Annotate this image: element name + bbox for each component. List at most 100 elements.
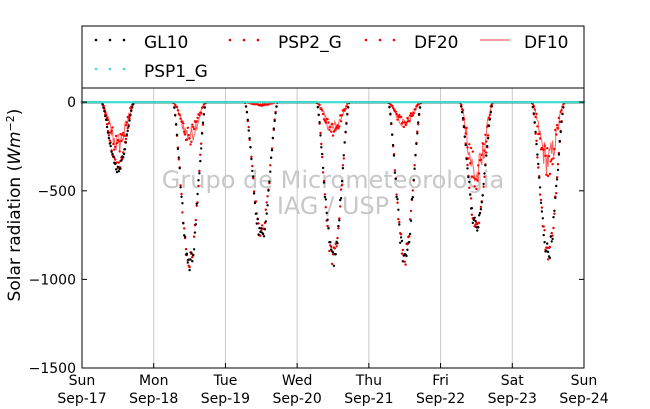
point-df20-117 <box>185 138 189 141</box>
point-gl10-519 <box>546 242 549 245</box>
point-df20-110 <box>179 117 182 120</box>
point-gl10-350 <box>394 177 397 180</box>
x-tick-date-0: Sep-17 <box>57 391 106 407</box>
point-gl10-33 <box>110 150 113 153</box>
point-gl10-112 <box>181 202 184 205</box>
legend-entry-df20: DF20 <box>364 33 459 53</box>
point-df20-350 <box>394 110 397 114</box>
point-psp2-g-529 <box>555 192 558 195</box>
point-gl10-113 <box>182 221 185 225</box>
point-gl10-537 <box>562 106 565 109</box>
point-df20-286 <box>337 127 340 130</box>
point-psp2-g-123 <box>191 255 194 259</box>
point-gl10-509 <box>537 162 540 166</box>
point-gl10-529 <box>555 184 558 188</box>
point-gl10-41 <box>117 170 121 173</box>
point-psp2-g-349 <box>393 169 397 172</box>
point-gl10-362 <box>405 254 408 258</box>
point-psp2-g-285 <box>336 236 339 240</box>
point-psp2-g-108 <box>177 158 180 161</box>
point-df20-435 <box>470 175 474 178</box>
point-gl10-119 <box>187 258 190 261</box>
point-df20-124 <box>192 125 195 129</box>
point-gl10-505 <box>533 121 536 124</box>
point-gl10-196 <box>256 217 259 221</box>
point-gl10-263 <box>316 105 319 109</box>
point-gl10-442 <box>477 225 480 229</box>
point-psp2-g-530 <box>555 176 559 179</box>
point-gl10-187 <box>248 137 251 140</box>
point-gl10-208 <box>267 189 270 192</box>
point-df20-35 <box>112 142 115 146</box>
point-gl10-522 <box>548 256 552 260</box>
point-psp2-g-351 <box>395 193 398 196</box>
point-df20-358 <box>401 121 405 124</box>
point-df20-530 <box>555 123 559 127</box>
point-psp2-g-269 <box>321 171 325 174</box>
point-psp2-g-374 <box>416 130 419 133</box>
point-gl10-120 <box>188 268 191 272</box>
point-psp2-g-357 <box>400 252 404 255</box>
point-df20-450 <box>484 133 487 136</box>
point-df20-436 <box>471 150 474 153</box>
point-psp2-g-365 <box>408 235 411 238</box>
point-df20-535 <box>560 109 563 112</box>
point-gl10-347 <box>391 143 395 147</box>
point-gl10-30 <box>107 136 111 140</box>
point-df20-267 <box>320 107 323 110</box>
point-df20-432 <box>468 143 471 146</box>
point-gl10-373 <box>415 142 418 146</box>
point-gl10-283 <box>334 253 337 256</box>
point-df20-129 <box>196 116 199 120</box>
point-psp2-g-515 <box>542 225 545 228</box>
point-gl10-200 <box>260 227 263 230</box>
point-gl10-346 <box>391 133 394 136</box>
point-gl10-111 <box>180 195 183 198</box>
point-gl10-190 <box>251 169 254 173</box>
point-psp2-g-125 <box>192 235 196 238</box>
x-tick-date-3: Sep-20 <box>273 391 322 407</box>
point-df20-437 <box>472 176 475 179</box>
point-gl10-27 <box>105 118 108 122</box>
point-psp2-g-448 <box>482 185 485 188</box>
point-gl10-533 <box>558 139 561 143</box>
point-gl10-135 <box>201 121 205 124</box>
point-psp2-g-282 <box>333 247 336 250</box>
y-axis-title-unit: Wm <box>5 131 25 164</box>
point-df20-438 <box>473 185 476 188</box>
point-gl10-290 <box>340 179 344 183</box>
y-tick-label-0: 0 <box>67 95 76 111</box>
point-df20-265 <box>318 103 321 107</box>
point-df20-441 <box>476 179 479 182</box>
point-df20-523 <box>549 160 552 163</box>
point-gl10-49 <box>124 141 128 144</box>
point-gl10-369 <box>411 196 414 199</box>
point-df20-119 <box>187 133 190 137</box>
point-gl10-104 <box>174 114 177 117</box>
point-gl10-216 <box>274 112 277 115</box>
point-gl10-186 <box>247 129 250 132</box>
point-gl10-38 <box>114 168 118 171</box>
point-gl10-207 <box>266 204 269 207</box>
point-df20-294 <box>344 107 347 111</box>
point-gl10-37 <box>114 162 117 166</box>
point-gl10-291 <box>341 167 345 170</box>
point-df20-429 <box>465 126 468 130</box>
point-gl10-195 <box>255 222 258 225</box>
plot-frame <box>81 87 585 369</box>
point-df20-369 <box>411 113 414 117</box>
point-df20-362 <box>405 121 408 124</box>
point-df20-522 <box>548 172 552 176</box>
point-df20-531 <box>556 127 560 130</box>
point-df20-109 <box>178 113 181 117</box>
point-df20-287 <box>338 125 341 128</box>
point-df20-104 <box>174 103 177 107</box>
point-psp2-g-508 <box>536 156 539 159</box>
point-psp2-g-441 <box>476 222 479 226</box>
point-psp2-g-283 <box>334 242 337 245</box>
point-gl10-129 <box>196 192 199 196</box>
point-psp2-g-287 <box>338 217 341 220</box>
point-gl10-292 <box>342 154 345 157</box>
point-gl10-210 <box>269 170 272 173</box>
point-gl10-280 <box>331 251 335 254</box>
